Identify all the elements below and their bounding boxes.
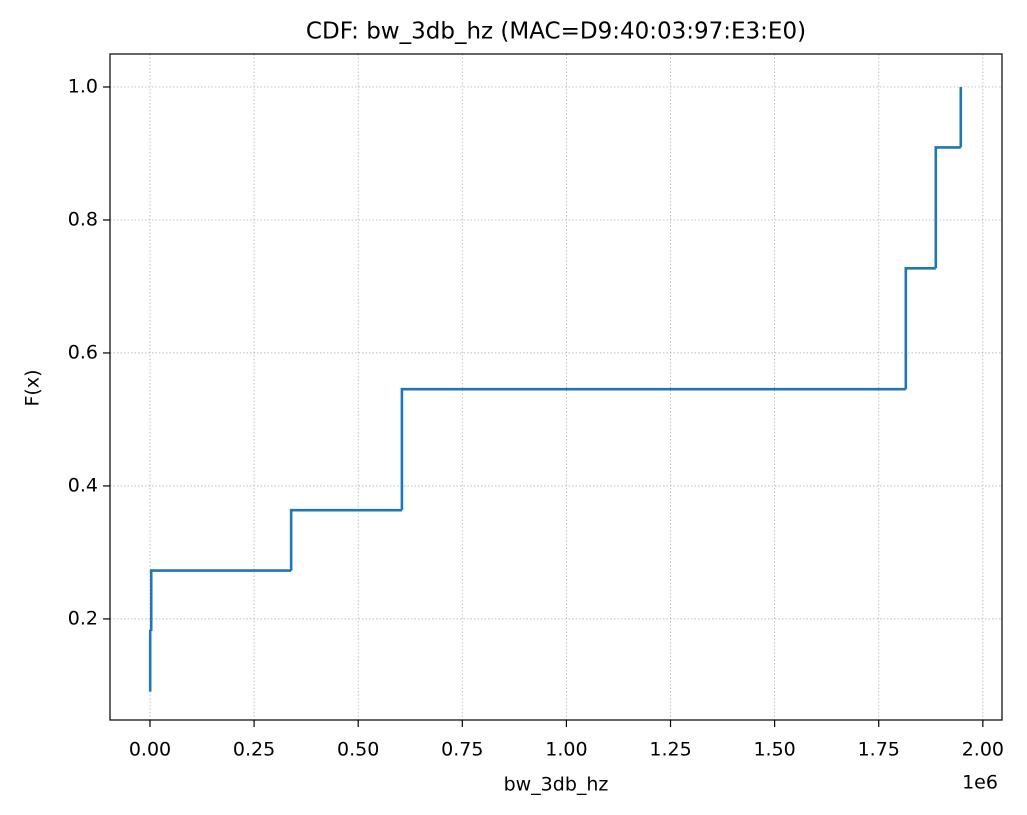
y-tick-label: 1.0 xyxy=(68,75,98,97)
x-tick-label: 1.50 xyxy=(753,739,795,761)
x-tick-label: 1.00 xyxy=(545,739,587,761)
chart-title: CDF: bw_3db_hz (MAC=D9:40:03:97:E3:E0) xyxy=(306,19,806,45)
x-offset-label: 1e6 xyxy=(962,772,998,794)
cdf-step xyxy=(148,629,152,692)
x-tick-label: 1.75 xyxy=(858,739,900,761)
cdf-step xyxy=(934,146,961,269)
y-axis-label: F(x) xyxy=(22,370,44,407)
y-tick-label: 0.8 xyxy=(68,208,98,230)
y-tick-label: 0.6 xyxy=(68,341,98,363)
y-tick-label: 0.2 xyxy=(68,607,98,629)
y-tick-label: 0.4 xyxy=(68,474,98,496)
cdf-step xyxy=(149,569,292,632)
x-tick-label: 2.00 xyxy=(962,739,1004,761)
x-tick-label: 1.25 xyxy=(649,739,691,761)
cdf-step xyxy=(289,508,402,571)
cdf-step xyxy=(904,267,936,390)
x-tick-label: 0.00 xyxy=(129,739,171,761)
x-axis-label: bw_3db_hz xyxy=(504,774,609,796)
cdf-step xyxy=(400,387,906,511)
x-tick-label: 0.75 xyxy=(441,739,483,761)
x-tick-label: 0.25 xyxy=(233,739,275,761)
plot-frame xyxy=(109,53,1003,721)
x-tick-label: 0.50 xyxy=(337,739,379,761)
